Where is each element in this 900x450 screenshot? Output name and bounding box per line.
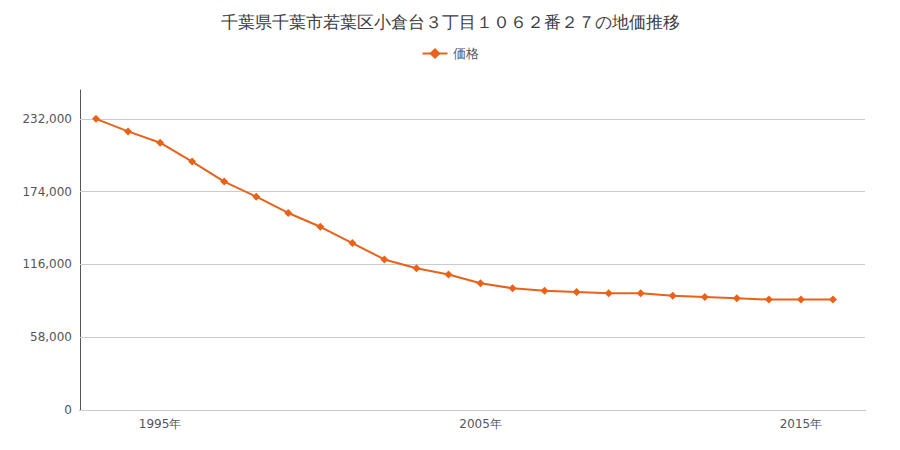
svg-text:116,000: 116,000 <box>22 257 72 271</box>
svg-text:千葉県千葉市若葉区小倉台３丁目１０６２番２７の地価推移: 千葉県千葉市若葉区小倉台３丁目１０６２番２７の地価推移 <box>221 12 680 32</box>
svg-text:1995年: 1995年 <box>139 417 182 431</box>
svg-text:174,000: 174,000 <box>22 185 72 199</box>
svg-text:価格: 価格 <box>453 46 479 61</box>
svg-text:2005年: 2005年 <box>459 417 502 431</box>
svg-text:0: 0 <box>64 403 72 417</box>
svg-text:2015年: 2015年 <box>780 417 823 431</box>
svg-text:58,000: 58,000 <box>30 330 72 344</box>
svg-text:232,000: 232,000 <box>22 112 72 126</box>
